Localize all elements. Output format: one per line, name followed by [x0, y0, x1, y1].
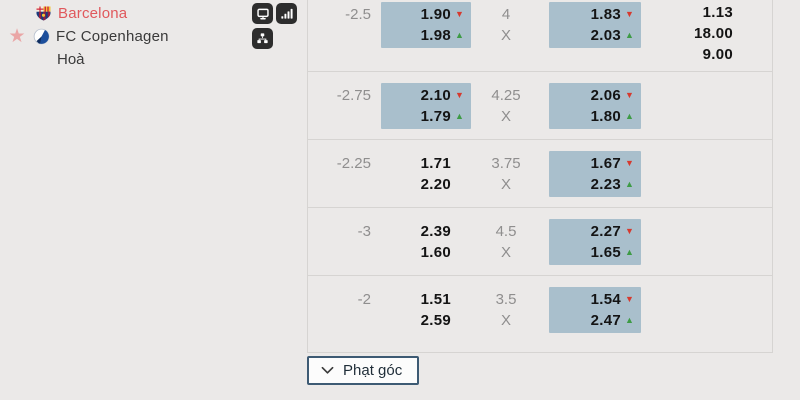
fulltime-away-odds[interactable]: 18.00: [693, 25, 733, 42]
odds-value: 2.03: [590, 27, 621, 44]
handicap-value: -2.25: [336, 155, 371, 172]
total-line-value: 4.25: [491, 87, 521, 104]
odds-value: 1.80: [590, 108, 621, 125]
odds-value: 1.79: [420, 108, 451, 125]
total-line-value: 4.5: [495, 223, 517, 240]
odds-value: 1.71: [420, 155, 451, 172]
odds-decrease-icon: ▼: [625, 90, 634, 100]
over-under-odds-cell[interactable]: 2.27 ▼ 1.65 ▲: [549, 219, 641, 265]
away-team-row: ★ FC Copenhagen: [7, 25, 307, 48]
odds-table: -2.5 1.90 ▼ 1.98 ▲ 4 X 1.83 ▼ 2.03 ▲ 1.13 18…: [307, 0, 773, 353]
odds-value: 1.98: [420, 27, 451, 44]
copenhagen-logo-icon: [33, 28, 50, 45]
odds-row: -3 2.39 1.60 4.5 X 2.27 ▼ 1.65 ▲: [308, 208, 772, 276]
odds-value: 1.67: [590, 155, 621, 172]
total-line-value: 4: [501, 6, 511, 23]
odds-value: 1.65: [590, 244, 621, 261]
total-line-value: 3.5: [495, 291, 517, 308]
odds-value: 1.51: [420, 291, 451, 308]
chevron-down-icon: [321, 366, 334, 375]
asian-handicap-odds-cell[interactable]: 2.39 1.60: [381, 219, 471, 265]
odds-value: 2.06: [590, 87, 621, 104]
home-team-row: Barcelona: [35, 2, 307, 25]
lineups-button[interactable]: [252, 28, 273, 49]
odds-decrease-icon: ▼: [625, 226, 634, 236]
fulltime-home-odds[interactable]: 1.13: [702, 4, 733, 21]
odds-row: -2.5 1.90 ▼ 1.98 ▲ 4 X 1.83 ▼ 2.03 ▲ 1.13 18…: [308, 0, 772, 72]
total-x-label: X: [500, 108, 511, 125]
corner-kicks-button[interactable]: Phạt góc: [307, 356, 420, 385]
away-team-name: FC Copenhagen: [56, 28, 169, 45]
fulltime-draw-odds[interactable]: 9.00: [702, 46, 733, 63]
over-under-odds-cell[interactable]: 1.83 ▼ 2.03 ▲: [549, 2, 641, 48]
odds-increase-icon: ▲: [625, 315, 634, 325]
odds-decrease-icon: ▼: [625, 294, 634, 304]
odds-increase-icon: ▲: [455, 111, 464, 121]
live-tv-button[interactable]: [252, 3, 273, 24]
odds-value: 2.27: [590, 223, 621, 240]
monitor-icon: [256, 7, 270, 21]
total-line-value: 3.75: [491, 155, 521, 172]
total-x-label: X: [500, 244, 511, 261]
odds-row: -2.75 2.10 ▼ 1.79 ▲ 4.25 X 2.06 ▼ 1.80 ▲: [308, 72, 772, 140]
asian-handicap-odds-cell[interactable]: 1.90 ▼ 1.98 ▲: [381, 2, 471, 48]
total-x-label: X: [500, 176, 511, 193]
handicap-value: -3: [357, 223, 371, 240]
barcelona-crest-icon: [35, 5, 52, 22]
handicap-value: -2.5: [345, 6, 371, 23]
odds-increase-icon: ▲: [625, 247, 634, 257]
odds-increase-icon: ▲: [625, 111, 634, 121]
signal-bars-icon: [280, 7, 293, 20]
over-under-odds-cell[interactable]: 1.67 ▼ 2.23 ▲: [549, 151, 641, 197]
home-team-name: Barcelona: [58, 5, 128, 22]
odds-value: 2.47: [590, 312, 621, 329]
odds-value: 1.90: [420, 6, 451, 23]
odds-value: 2.59: [420, 312, 451, 329]
draw-row: Hoà: [57, 48, 307, 71]
odds-increase-icon: ▲: [455, 30, 464, 40]
handicap-value: -2.75: [336, 87, 371, 104]
org-chart-icon: [256, 32, 269, 45]
odds-value: 2.20: [420, 176, 451, 193]
odds-decrease-icon: ▼: [455, 9, 464, 19]
odds-increase-icon: ▲: [625, 30, 634, 40]
asian-handicap-odds-cell[interactable]: 1.51 2.59: [381, 287, 471, 333]
draw-label: Hoà: [57, 51, 85, 68]
corner-kicks-label: Phạt góc: [343, 362, 403, 379]
odds-increase-icon: ▲: [625, 179, 634, 189]
asian-handicap-odds-cell[interactable]: 2.10 ▼ 1.79 ▲: [381, 83, 471, 129]
odds-value: 2.39: [420, 223, 451, 240]
odds-value: 1.83: [590, 6, 621, 23]
fixture-panel: Barcelona ★ FC Copenhagen Hoà: [0, 0, 307, 400]
odds-row: -2.25 1.71 2.20 3.75 X 1.67 ▼ 2.23 ▲: [308, 140, 772, 208]
odds-decrease-icon: ▼: [625, 158, 634, 168]
statistics-button[interactable]: [276, 3, 297, 24]
favorite-star-icon[interactable]: ★: [8, 26, 26, 47]
odds-value: 2.23: [590, 176, 621, 193]
odds-value: 2.10: [420, 87, 451, 104]
over-under-odds-cell[interactable]: 2.06 ▼ 1.80 ▲: [549, 83, 641, 129]
odds-decrease-icon: ▼: [455, 90, 464, 100]
total-x-label: X: [500, 27, 511, 44]
over-under-odds-cell[interactable]: 1.54 ▼ 2.47 ▲: [549, 287, 641, 333]
odds-decrease-icon: ▼: [625, 9, 634, 19]
handicap-value: -2: [357, 291, 371, 308]
odds-value: 1.60: [420, 244, 451, 261]
asian-handicap-odds-cell[interactable]: 1.71 2.20: [381, 151, 471, 197]
odds-value: 1.54: [590, 291, 621, 308]
odds-row: -2 1.51 2.59 3.5 X 1.54 ▼ 2.47 ▲: [308, 276, 772, 353]
total-x-label: X: [500, 312, 511, 329]
